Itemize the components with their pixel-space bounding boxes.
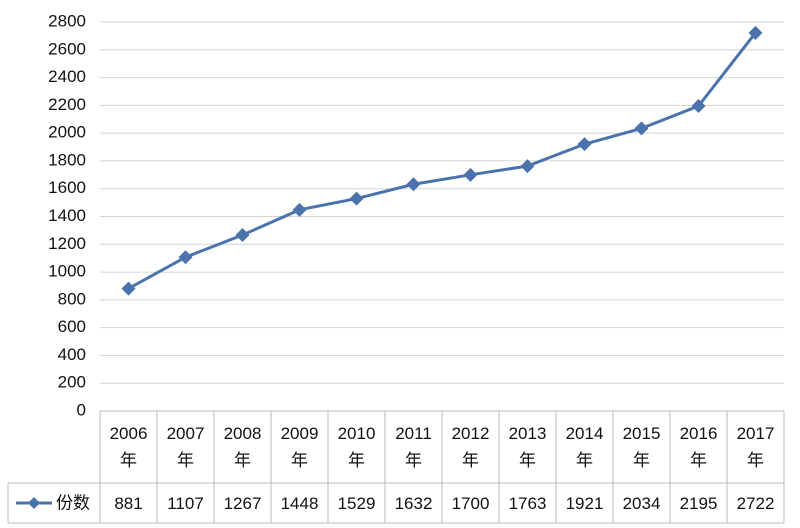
x-tick-label-text: 2009年 (280, 424, 319, 470)
table-value: 2034 (613, 483, 670, 523)
table-value: 881 (100, 483, 157, 523)
y-tick-label: 200 (58, 373, 86, 392)
x-tick-label: 2011年 (385, 411, 442, 483)
table-value: 1448 (271, 483, 328, 523)
table-value-text: 2034 (622, 493, 661, 513)
table-value-text: 2195 (679, 493, 718, 513)
table-value: 1700 (442, 483, 499, 523)
data-point (349, 191, 364, 206)
x-tick-label: 2014年 (556, 411, 613, 483)
legend-label: 份数 (56, 493, 90, 512)
x-tick-label: 2008年 (214, 411, 271, 483)
data-point (292, 202, 307, 217)
table-value-text: 1921 (565, 493, 604, 513)
table-value: 2722 (727, 483, 784, 523)
data-point (691, 99, 706, 114)
x-tick-label: 2016年 (670, 411, 727, 483)
data-line (127, 31, 757, 290)
data-point (121, 281, 136, 296)
table-value: 1921 (556, 483, 613, 523)
x-tick-label: 2017年 (727, 411, 784, 483)
data-point (463, 167, 478, 182)
x-tick-label: 2007年 (157, 411, 214, 483)
x-tick-label: 2013年 (499, 411, 556, 483)
y-tick-label: 1600 (48, 178, 86, 197)
x-tick-label-text: 2010年 (337, 424, 376, 470)
y-tick-label: 2800 (48, 11, 86, 30)
table-value-text: 1632 (394, 493, 433, 513)
x-tick-label: 2009年 (271, 411, 328, 483)
x-tick-label-text: 2017年 (736, 424, 775, 470)
x-tick-label-text: 2006年 (109, 424, 148, 470)
table-value: 1763 (499, 483, 556, 523)
x-tick-label-text: 2012年 (451, 424, 490, 470)
data-point (406, 177, 421, 192)
x-tick-label: 2012年 (442, 411, 499, 483)
x-tick-label-text: 2014年 (565, 424, 604, 470)
y-tick-label: 400 (58, 345, 86, 364)
data-point (748, 25, 763, 40)
y-tick-label: 2000 (48, 123, 86, 142)
x-tick-label: 2010年 (328, 411, 385, 483)
y-tick-label: 1000 (48, 262, 86, 281)
y-tick-label: 0 (77, 400, 86, 419)
table-value: 1632 (385, 483, 442, 523)
y-tick-label: 2400 (48, 67, 86, 86)
data-point (634, 121, 649, 136)
y-tick-label: 600 (58, 317, 86, 336)
table-value-text: 1448 (280, 493, 319, 513)
x-tick-label-text: 2011年 (395, 424, 432, 470)
x-tick-label: 2015年 (613, 411, 670, 483)
x-tick-label-text: 2007年 (166, 424, 205, 470)
data-point (577, 137, 592, 152)
table-value-text: 1763 (508, 493, 547, 513)
table-value: 1529 (328, 483, 385, 523)
y-tick-label: 1800 (48, 150, 86, 169)
x-tick-label-text: 2015年 (622, 424, 661, 470)
x-tick-label: 2006年 (100, 411, 157, 483)
y-tick-label: 2200 (48, 95, 86, 114)
legend-marker (28, 497, 40, 509)
table-value-text: 1529 (337, 493, 376, 513)
table-value: 1107 (157, 483, 214, 523)
table-value-text: 881 (114, 493, 143, 513)
table-value-text: 1107 (167, 493, 204, 513)
y-tick-label: 800 (58, 289, 86, 308)
table-value-text: 1267 (223, 493, 262, 513)
data-point (520, 159, 535, 174)
x-tick-label-text: 2016年 (679, 424, 718, 470)
table-value-text: 1700 (451, 493, 490, 513)
y-tick-label: 1200 (48, 234, 86, 253)
data-point (235, 227, 250, 242)
x-tick-label-text: 2013年 (508, 424, 547, 470)
data-point (178, 250, 193, 265)
table-value-text: 2722 (736, 493, 775, 513)
table-value: 2195 (670, 483, 727, 523)
y-tick-label: 1400 (48, 206, 86, 225)
table-value: 1267 (214, 483, 271, 523)
x-tick-label-text: 2008年 (223, 424, 262, 470)
y-tick-label: 2600 (48, 39, 86, 58)
